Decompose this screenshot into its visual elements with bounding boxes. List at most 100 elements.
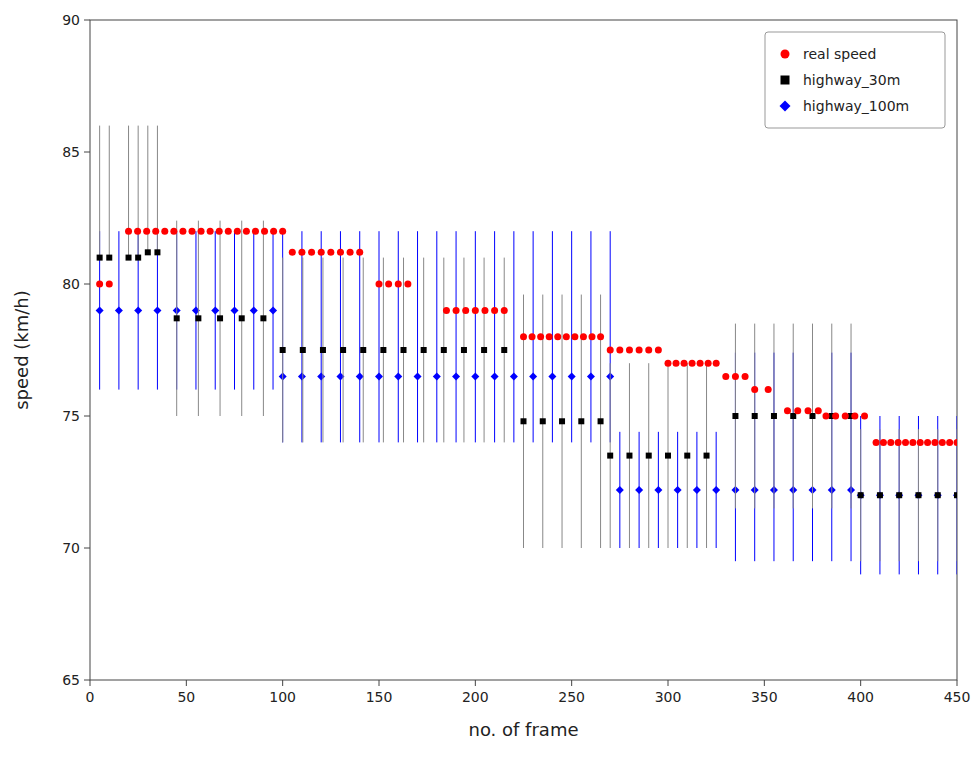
point (877, 492, 883, 498)
point (635, 486, 643, 494)
point (433, 372, 441, 380)
point (189, 228, 196, 235)
x-tick (282, 680, 283, 686)
y-tick-label: 75 (62, 408, 80, 424)
point (697, 360, 704, 367)
error-bar (398, 231, 399, 442)
point (252, 228, 259, 235)
error-bar (340, 231, 341, 442)
x-tick-label: 250 (558, 689, 585, 705)
point (260, 315, 266, 321)
point (404, 281, 411, 288)
point (472, 307, 479, 314)
point (106, 281, 113, 288)
point (327, 249, 334, 256)
point (790, 413, 796, 419)
x-tick-label: 100 (269, 689, 296, 705)
point (805, 407, 812, 414)
point (452, 372, 460, 380)
point (935, 492, 941, 498)
legend-label: real speed (803, 46, 876, 62)
error-bar (417, 231, 418, 442)
point (563, 333, 570, 340)
point (751, 386, 758, 393)
point (752, 413, 758, 419)
point (211, 306, 219, 314)
error-bar (436, 231, 437, 442)
point (356, 372, 364, 380)
point (732, 413, 738, 419)
y-tick-label: 85 (62, 144, 80, 160)
x-tick (668, 680, 669, 686)
point (895, 439, 902, 446)
point (822, 413, 829, 420)
point (931, 439, 938, 446)
y-tick-label: 90 (62, 12, 80, 28)
point (529, 333, 536, 340)
point (234, 228, 241, 235)
point (401, 347, 407, 353)
point (279, 228, 286, 235)
point (376, 281, 383, 288)
marks (96, 126, 957, 575)
point (360, 347, 366, 353)
legend-box (765, 32, 945, 128)
y-tick (84, 548, 90, 549)
point (722, 373, 729, 380)
x-tick (764, 680, 765, 686)
point (681, 360, 688, 367)
point (857, 491, 865, 499)
point (693, 486, 701, 494)
point (915, 492, 921, 498)
point (914, 491, 922, 499)
point (462, 307, 469, 314)
point (616, 347, 623, 354)
y-tick-label: 65 (62, 672, 80, 688)
point (481, 347, 487, 353)
point (520, 333, 527, 340)
point (347, 249, 354, 256)
point (876, 491, 884, 499)
error-bar (128, 126, 129, 258)
point (636, 347, 643, 354)
point (385, 281, 392, 288)
point (134, 228, 141, 235)
point (934, 491, 942, 499)
error-bar (456, 231, 457, 442)
point (887, 439, 894, 446)
point (861, 413, 868, 420)
point (145, 249, 151, 255)
point (225, 228, 232, 235)
point (375, 372, 383, 380)
point (356, 249, 363, 256)
point (580, 333, 587, 340)
point (143, 228, 150, 235)
point (216, 228, 223, 235)
legend-label: highway_30m (803, 72, 900, 88)
point (394, 372, 402, 380)
x-tick-label: 50 (177, 689, 195, 705)
point (97, 255, 103, 261)
point (571, 333, 578, 340)
point (510, 372, 518, 380)
x-tick (571, 680, 572, 686)
point (646, 453, 652, 459)
x-tick-label: 150 (366, 689, 393, 705)
point (851, 413, 858, 420)
x-tick-label: 400 (847, 689, 874, 705)
point (106, 255, 112, 261)
point (616, 486, 624, 494)
legend: real speedhighway_30mhighway_100m (765, 32, 945, 128)
error-bar (359, 231, 360, 442)
point (195, 315, 201, 321)
point (174, 315, 180, 321)
point (589, 333, 596, 340)
error-bar (109, 126, 110, 258)
point (794, 407, 801, 414)
point (832, 413, 839, 420)
error-bar (282, 231, 283, 442)
series-2 (96, 231, 957, 574)
plot-frame (90, 20, 957, 680)
point (231, 306, 239, 314)
point (491, 307, 498, 314)
